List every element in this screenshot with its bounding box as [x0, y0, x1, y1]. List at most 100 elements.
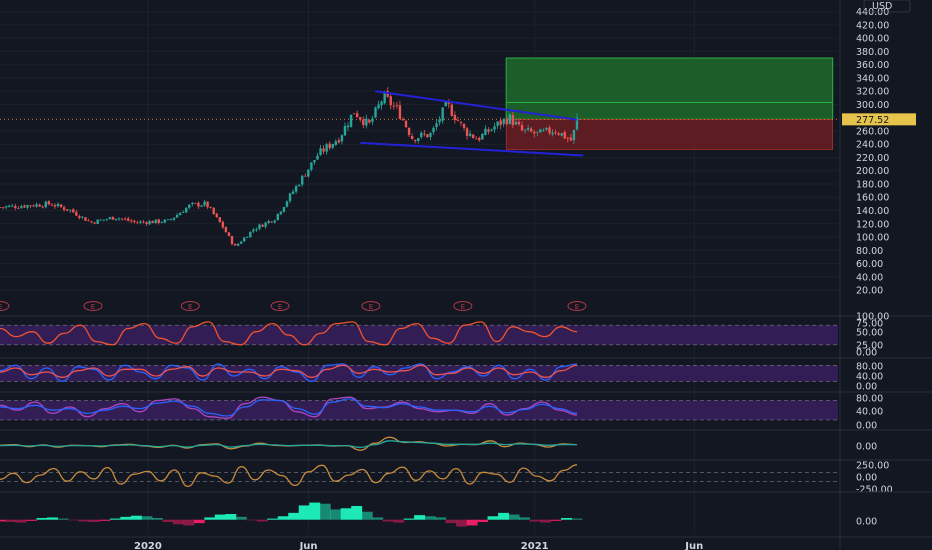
candle-body	[313, 160, 316, 163]
candle-body	[407, 127, 411, 136]
histogram-bar	[109, 518, 121, 520]
earnings-marker-label: E	[369, 303, 373, 311]
oscillator-2-series-2	[0, 364, 578, 378]
price-axis-tick: 240.00	[856, 140, 889, 151]
candle-body	[53, 205, 57, 207]
candle-body	[481, 133, 484, 140]
candle-body	[471, 134, 475, 139]
candle-body	[23, 205, 26, 208]
candle-body	[520, 125, 524, 131]
candle-body	[401, 119, 405, 121]
histogram-bar	[36, 518, 48, 520]
candle-body	[69, 209, 72, 211]
candle-body	[340, 135, 344, 142]
candle-body	[145, 222, 148, 225]
histogram-bar	[120, 516, 132, 520]
histogram-bar	[67, 519, 79, 521]
candle-body	[468, 133, 472, 136]
candle-body	[90, 221, 93, 223]
oscillator-axis-tick: 0.00	[856, 421, 877, 432]
price-axis-tick: 200.00	[856, 166, 889, 177]
histogram-bar	[246, 519, 258, 521]
candle-body	[511, 114, 515, 126]
candle-body	[371, 118, 374, 122]
earnings-marker[interactable]: E	[180, 301, 200, 312]
price-axis-tick: 400.00	[856, 34, 889, 45]
candle-body	[78, 216, 81, 218]
candle-body	[343, 125, 347, 136]
candle-body	[514, 121, 518, 125]
candle-body	[508, 114, 512, 124]
earnings-marker[interactable]: E	[361, 301, 381, 312]
histogram-bar	[361, 511, 373, 520]
histogram-bar	[214, 514, 226, 520]
histogram-bar	[445, 519, 457, 524]
candle-body	[203, 201, 206, 206]
trendline-1	[375, 90, 578, 121]
histogram-bar	[330, 509, 342, 520]
currency-label: USD	[872, 1, 892, 12]
candle-body	[221, 221, 225, 228]
candle-body	[490, 129, 493, 131]
earnings-marker-label: E	[91, 303, 95, 311]
candle-body	[0, 207, 2, 208]
candle-body	[26, 205, 29, 208]
candle-body	[17, 208, 20, 209]
earnings-marker[interactable]: E	[270, 301, 290, 312]
candle-body	[72, 209, 75, 213]
histogram-bar	[424, 516, 436, 520]
price-axis-tick: 340.00	[856, 73, 889, 84]
candle-body	[322, 148, 325, 152]
earnings-marker[interactable]: E	[567, 301, 587, 312]
candle-body	[526, 128, 530, 130]
oscillator-3-series-2	[0, 398, 578, 417]
earnings-marker[interactable]: E	[0, 301, 10, 312]
candle-body	[44, 201, 47, 208]
histogram-bar	[508, 514, 520, 520]
histogram-bar	[550, 519, 562, 521]
candle-body	[377, 104, 380, 109]
earnings-marker-circle	[83, 301, 103, 311]
price-axis-tick: 440.00	[856, 7, 889, 18]
histogram-bar	[403, 518, 415, 520]
histogram-bar	[267, 518, 279, 520]
candle-body	[166, 219, 170, 221]
candle-body	[523, 129, 527, 131]
candle-body	[185, 207, 188, 213]
candle-body	[264, 222, 267, 227]
earnings-marker[interactable]: E	[83, 301, 103, 312]
candle-body	[230, 236, 234, 245]
histogram-bar	[435, 517, 447, 520]
candle-body	[120, 218, 124, 220]
candle-body	[142, 221, 145, 223]
histogram-bar	[414, 515, 426, 520]
candle-body	[365, 118, 368, 126]
candle-body	[417, 138, 420, 142]
earnings-marker[interactable]: E	[453, 301, 473, 312]
histogram-bar	[372, 517, 384, 520]
candle-body	[413, 139, 417, 142]
earnings-marker-label: E	[0, 303, 2, 311]
candle-body	[505, 119, 508, 125]
price-axis-tick: 60.00	[856, 259, 883, 270]
histogram-bar	[15, 519, 27, 523]
histogram-bar	[204, 517, 216, 520]
candle-body	[178, 212, 182, 216]
histogram-bar	[393, 519, 405, 523]
candle-body	[496, 121, 499, 126]
current-price-tag	[842, 113, 916, 126]
candle-body	[200, 205, 203, 207]
histogram-bar	[351, 506, 363, 520]
candle-body	[181, 212, 185, 213]
stop-zone	[505, 119, 834, 150]
candle-body	[475, 138, 478, 140]
candle-body	[35, 204, 38, 207]
candle-body	[285, 201, 289, 207]
candle-body	[478, 137, 481, 141]
candle-body	[554, 132, 557, 134]
candle-body	[47, 201, 51, 205]
candle-body	[502, 119, 505, 124]
candle-body	[246, 236, 249, 238]
